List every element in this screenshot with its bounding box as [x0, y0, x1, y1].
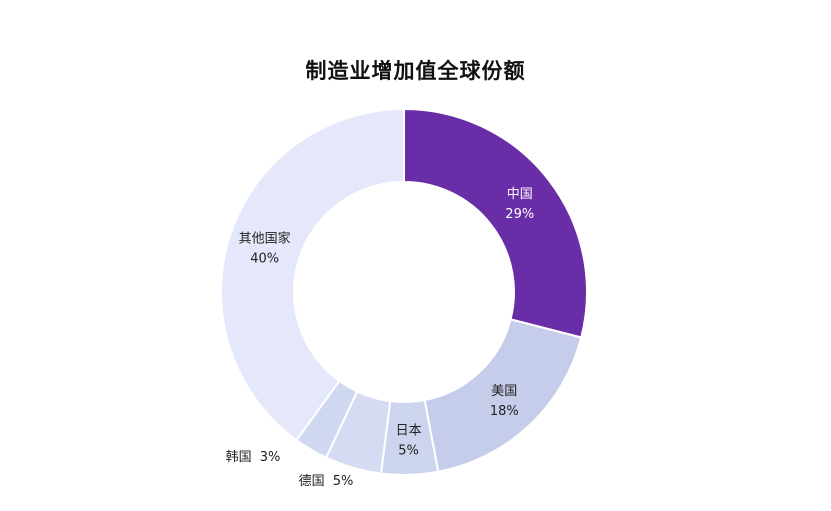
- chart-title: 制造业增加值全球份额: [305, 59, 526, 83]
- slice-category-label-5: 韩国: [226, 450, 252, 465]
- slice-outside-label-5: 韩国 3%: [226, 450, 281, 465]
- slice-value-label-2: 18%: [490, 404, 519, 419]
- slice-category-label-2: 美国: [491, 384, 517, 399]
- slice-value-label-4: 5%: [333, 474, 354, 489]
- slice-value-label-6: 40%: [250, 252, 279, 267]
- slice-value-label-3: 5%: [398, 443, 419, 458]
- donut-slice-1: [403, 107, 588, 339]
- slice-category-label-4: 德国: [299, 474, 325, 489]
- slice-value-label-1: 29%: [505, 207, 534, 222]
- donut-slice-6: [220, 107, 405, 442]
- slice-value-label-5: 3%: [260, 450, 281, 465]
- slice-category-label-6: 其他国家: [239, 231, 291, 247]
- slice-category-label-3: 日本: [396, 423, 422, 438]
- slice-outside-label-4: 德国 5%: [299, 474, 354, 489]
- slice-category-label-1: 中国: [507, 187, 533, 202]
